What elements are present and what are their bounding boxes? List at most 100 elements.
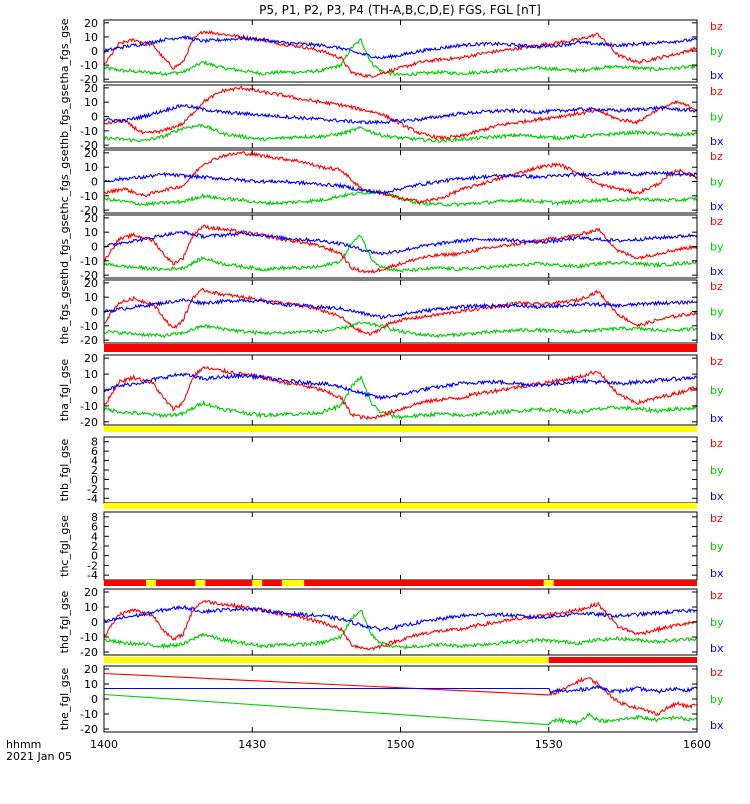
y-axis-label: thc_fgl_gse <box>58 515 71 577</box>
series-by-thd_fgs_gse <box>103 234 698 273</box>
y-tick-label: -10 <box>80 190 98 203</box>
quality-bar-tha_fgl_gse <box>104 426 697 432</box>
y-tick-label: -20 <box>80 269 98 282</box>
y-tick-label: -2 <box>87 483 98 496</box>
x-tick-label: 1400 <box>90 738 118 751</box>
legend-label-bx: bx <box>710 200 724 213</box>
panel-frame <box>103 436 698 504</box>
y-tick-label: 0 <box>91 176 98 189</box>
y-axis-label: thc_fgs_gse <box>58 149 71 214</box>
figure-title: P5, P1, P2, P3, P4 (TH-A,B,C,D,E) FGS, F… <box>259 3 541 17</box>
quality-segment <box>104 344 697 352</box>
y-tick-label: -20 <box>80 139 98 152</box>
x-tick-label: 1530 <box>535 738 563 751</box>
series-bz-thb_fgs_gse <box>103 85 698 141</box>
y-tick-label: 10 <box>84 368 98 381</box>
y-tick-label: -2 <box>87 559 98 572</box>
series-bx-thd_fgs_gse <box>103 229 698 256</box>
y-tick-label: 0 <box>91 693 98 706</box>
panel-thd_fgl_gse: 20 10 0 -10 -20 thd_fgl_gse bz by bx <box>58 586 724 659</box>
series-bx-thd_fgl_gse <box>103 604 698 632</box>
y-tick-label: 10 <box>84 31 98 44</box>
quality-bar-the_fgs_gse <box>104 344 697 352</box>
legend-label-bz: bz <box>710 215 723 228</box>
y-tick-label: -10 <box>80 400 98 413</box>
y-tick-label: 8 <box>91 511 98 524</box>
legend-label-bz: bz <box>710 666 723 679</box>
panel-frame <box>103 149 698 214</box>
panel-frame <box>103 511 698 581</box>
panel-tha_fgl_gse: 20 10 0 -10 -20 tha_fgl_gse bz by bx <box>58 352 724 429</box>
quality-segment <box>252 580 263 586</box>
series-by-the_fgs_gse <box>103 321 698 339</box>
y-tick-label: -4 <box>87 569 98 582</box>
quality-segment <box>205 580 253 586</box>
panel-frame <box>103 279 698 344</box>
legend-label-bz: bz <box>710 20 723 33</box>
panel-frame <box>103 354 698 426</box>
y-tick-label: 20 <box>84 82 98 95</box>
panel-frame <box>103 665 698 733</box>
y-tick-label: -10 <box>80 59 98 72</box>
series-bz-tha_fgs_gse <box>103 30 698 79</box>
series-bz-the_fgl_gse <box>103 672 697 717</box>
y-tick-label: 20 <box>84 663 98 676</box>
y-tick-label: 0 <box>91 550 98 563</box>
quality-segment <box>104 657 549 663</box>
quality-segment <box>195 580 206 586</box>
y-tick-label: 20 <box>84 352 98 365</box>
legend-label-by: by <box>710 111 724 124</box>
legend-label-by: by <box>710 45 724 58</box>
panel-frame <box>103 214 698 279</box>
legend-label-bx: bx <box>710 490 724 503</box>
quality-segment <box>104 426 697 432</box>
legend-label-bz: bz <box>710 589 723 602</box>
quality-bar-thd_fgl_gse <box>104 657 697 663</box>
x-tick-label: 1600 <box>683 738 711 751</box>
quality-bar-thc_fgl_gse <box>104 580 697 586</box>
legend-label-bz: bz <box>710 280 723 293</box>
y-axis-label: thd_fgs_gse <box>58 214 71 280</box>
x-tick-label: 1500 <box>387 738 415 751</box>
y-tick-label: 10 <box>84 678 98 691</box>
y-tick-label: -10 <box>80 125 98 138</box>
quality-segment <box>146 580 156 586</box>
panel-frame <box>103 588 698 656</box>
y-axis-label: the_fgl_gse <box>58 668 71 731</box>
y-tick-label: -10 <box>80 255 98 268</box>
y-tick-label: -20 <box>80 723 98 736</box>
series-bz-the_fgs_gse <box>103 287 698 336</box>
y-tick-label: 0 <box>91 306 98 319</box>
series-bz-thd_fgs_gse <box>103 224 698 274</box>
legend-label-bz: bz <box>710 85 723 98</box>
y-tick-label: 4 <box>91 455 98 468</box>
legend-label-by: by <box>710 464 724 477</box>
legend-label-bx: bx <box>710 642 724 655</box>
legend-label-by: by <box>710 241 724 254</box>
quality-segment <box>548 657 697 663</box>
quality-segment <box>104 503 697 509</box>
quality-segment <box>281 580 305 586</box>
y-tick-label: 20 <box>84 586 98 599</box>
y-tick-label: -10 <box>80 320 98 333</box>
series-bx-tha_fgl_gse <box>103 372 698 401</box>
x-tick-label: 1430 <box>238 738 266 751</box>
legend-label-bx: bx <box>710 412 724 425</box>
series-bx-the_fgs_gse <box>103 297 698 320</box>
legend-label-bx: bx <box>710 135 724 148</box>
quality-segment <box>553 580 697 586</box>
y-tick-label: 20 <box>84 277 98 290</box>
quality-segment <box>104 580 147 586</box>
y-tick-label: -20 <box>80 73 98 86</box>
y-tick-label: 20 <box>84 147 98 160</box>
y-axis-label: tha_fgs_gse <box>58 18 71 83</box>
legend-label-bx: bx <box>710 567 724 580</box>
quality-segment <box>262 580 282 586</box>
y-tick-label: 0 <box>91 241 98 254</box>
